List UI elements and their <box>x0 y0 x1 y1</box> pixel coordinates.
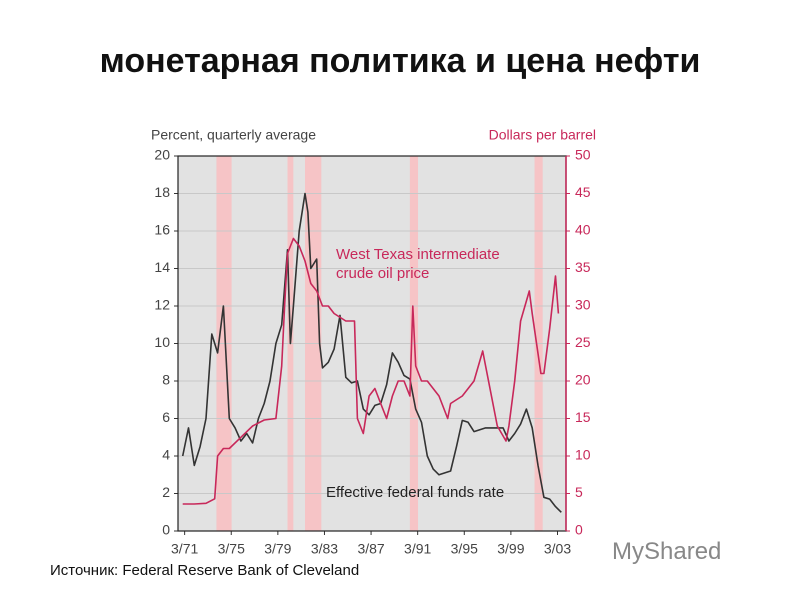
y-tick-label: 14 <box>154 259 170 275</box>
y2-tick-label: 10 <box>575 447 591 463</box>
y2-axis-label: Dollars per barrel <box>489 127 596 143</box>
x-tick-label: 3/83 <box>311 541 338 557</box>
y-tick-label: 2 <box>162 484 170 500</box>
y-tick-label: 12 <box>154 297 170 313</box>
y-tick-label: 0 <box>162 522 170 538</box>
series-label: West Texas intermediate crude oil price <box>336 246 500 282</box>
y-tick-label: 16 <box>154 222 170 238</box>
y2-tick-label: 45 <box>575 184 591 200</box>
y2-tick-label: 40 <box>575 222 591 238</box>
source: Источник: Federal Reserve Bank of Clevel… <box>50 562 360 579</box>
x-tick-label: 3/79 <box>264 541 291 557</box>
x-tick-label: 3/91 <box>404 541 431 557</box>
x-tick-label: 3/03 <box>544 541 571 557</box>
x-tick-label: 3/87 <box>357 541 384 557</box>
y-tick-label: 4 <box>162 447 170 463</box>
y2-tick-label: 25 <box>575 334 591 350</box>
y2-tick-label: 20 <box>575 372 591 388</box>
slide-title: монетарная политика и цена нефти <box>99 42 701 80</box>
x-tick-label: 3/95 <box>451 541 478 557</box>
y2-tick-label: 0 <box>575 522 583 538</box>
y-tick-label: 18 <box>154 184 170 200</box>
series-label: Effective federal funds rate <box>326 484 505 501</box>
watermark: MyShared <box>612 538 722 565</box>
x-tick-label: 3/71 <box>171 541 198 557</box>
y-axis-label: Percent, quarterly average <box>151 127 316 143</box>
x-tick-label: 3/99 <box>497 541 524 557</box>
y2-tick-label: 5 <box>575 484 583 500</box>
y2-tick-label: 50 <box>575 147 591 163</box>
data-line <box>182 237 560 505</box>
y2-tick-label: 35 <box>575 259 591 275</box>
y-tick-label: 20 <box>154 147 170 163</box>
y2-tick-label: 30 <box>575 297 591 313</box>
x-tick-label: 3/75 <box>218 541 245 557</box>
y2-tick-label: 15 <box>575 409 591 425</box>
y-tick-label: 8 <box>162 372 170 388</box>
y-tick-label: 10 <box>154 334 170 350</box>
y-tick-label: 6 <box>162 409 170 425</box>
